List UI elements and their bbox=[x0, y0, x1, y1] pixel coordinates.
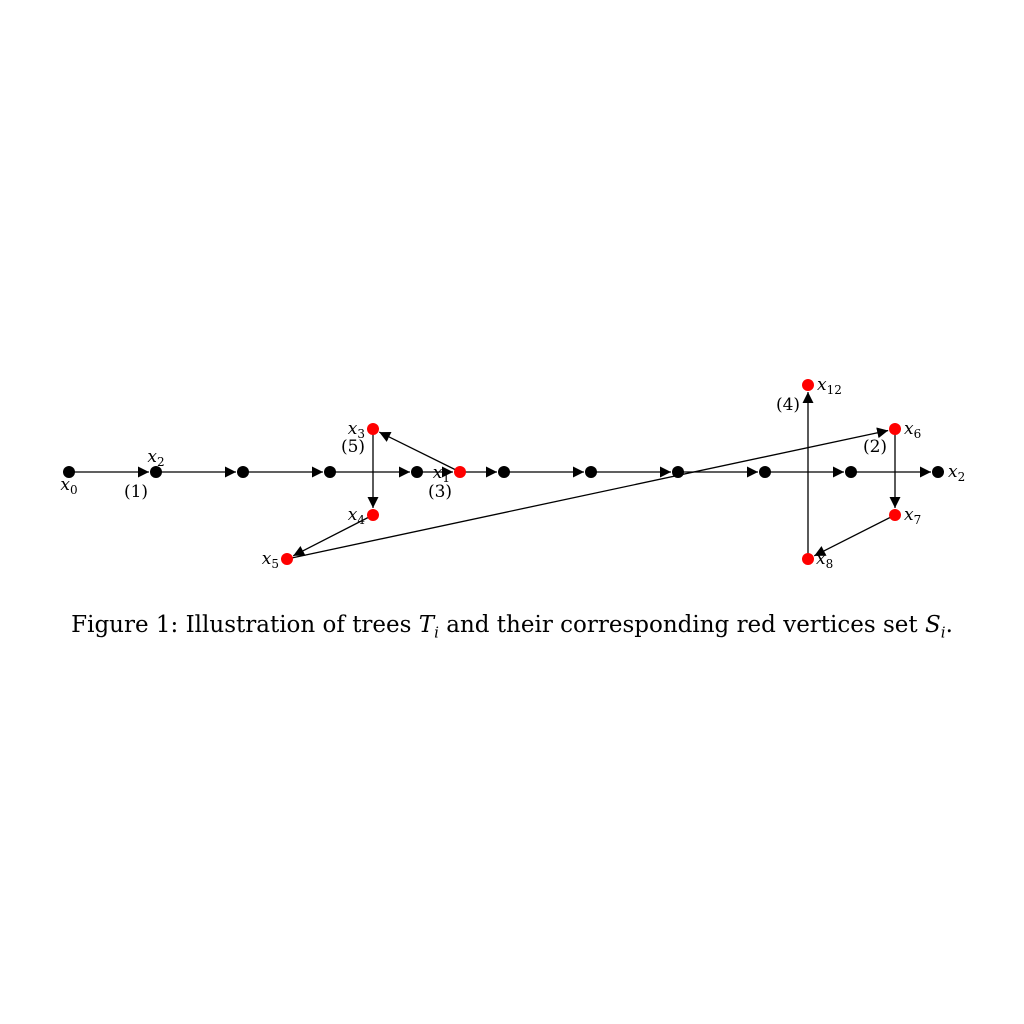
vertex-label-symbol: x bbox=[262, 549, 272, 569]
vertex-label-x4: x4 bbox=[348, 505, 366, 527]
vertex-label-symbol: x bbox=[817, 375, 827, 395]
vertex-label-r1: x1 bbox=[433, 463, 450, 485]
edge-x5-x6 bbox=[286, 427, 889, 560]
vertex-label-symbol: x bbox=[816, 549, 826, 569]
figure-caption: Figure 1: Illustration of trees Ti and t… bbox=[0, 612, 1024, 642]
vertex-label-subscript: 1 bbox=[442, 471, 450, 485]
black-vertex-b5 bbox=[498, 466, 510, 478]
vertex-label-subscript: 12 bbox=[827, 383, 842, 397]
red-vertex-x12 bbox=[802, 379, 814, 391]
caption-set-subscript: i bbox=[940, 623, 946, 642]
vertex-label-subscript: 6 bbox=[914, 427, 922, 441]
edge-step-label: (1) bbox=[124, 482, 148, 502]
vertex-label-symbol: x bbox=[948, 462, 958, 482]
vertex-label-b1: x2 bbox=[147, 447, 164, 469]
black-vertex-b9 bbox=[845, 466, 857, 478]
black-vertex-b7 bbox=[672, 466, 684, 478]
vertex-label-symbol: x bbox=[433, 463, 443, 483]
vertex-label-symbol: x bbox=[904, 419, 914, 439]
edge-step-label: (3) bbox=[428, 482, 452, 502]
edge-step-label: (5) bbox=[341, 437, 365, 457]
vertex-label-subscript: 4 bbox=[357, 513, 365, 527]
caption-tree-subscript: i bbox=[434, 623, 439, 642]
black-vertex-b10 bbox=[932, 466, 944, 478]
vertex-label-symbol: x bbox=[60, 475, 70, 495]
red-vertex-x7 bbox=[889, 509, 901, 521]
vertex-label-x3: x3 bbox=[348, 419, 365, 441]
vertex-label-x7: x7 bbox=[904, 505, 921, 527]
black-vertex-x0 bbox=[63, 466, 75, 478]
vertex-label-symbol: x bbox=[348, 505, 358, 525]
vertex-label-x8: x8 bbox=[816, 549, 833, 571]
black-vertex-b1 bbox=[150, 466, 162, 478]
vertex-label-subscript: 2 bbox=[958, 470, 966, 484]
red-vertex-x8 bbox=[802, 553, 814, 565]
vertex-label-subscript: 8 bbox=[826, 557, 834, 571]
caption-suffix: . bbox=[945, 612, 953, 638]
red-vertex-x3 bbox=[367, 423, 379, 435]
vertex-label-symbol: x bbox=[147, 447, 157, 467]
black-vertex-b3 bbox=[324, 466, 336, 478]
vertex-label-b10: x2 bbox=[948, 462, 965, 484]
edge-x7-x8 bbox=[813, 514, 896, 557]
caption-middle: and their corresponding red vertices set bbox=[438, 612, 925, 638]
red-vertex-x5 bbox=[281, 553, 293, 565]
vertex-label-x0: x0 bbox=[60, 475, 77, 497]
black-vertex-b6 bbox=[585, 466, 597, 478]
red-vertex-x6 bbox=[889, 423, 901, 435]
edge-step-label: (4) bbox=[776, 395, 800, 415]
black-vertex-b4 bbox=[411, 466, 423, 478]
vertex-label-symbol: x bbox=[348, 419, 358, 439]
caption-tree-symbol: T bbox=[418, 612, 435, 638]
vertex-label-subscript: 7 bbox=[914, 513, 922, 527]
edge-step-label: (2) bbox=[863, 437, 887, 457]
vertex-label-x6: x6 bbox=[904, 419, 921, 441]
edge-r1-x3 bbox=[378, 431, 461, 473]
caption-prefix: Figure 1: Illustration of trees bbox=[71, 612, 419, 638]
vertex-label-symbol: x bbox=[904, 505, 914, 525]
vertex-label-subscript: 3 bbox=[357, 427, 365, 441]
caption-set-symbol: S bbox=[924, 612, 941, 638]
red-vertex-r1 bbox=[454, 466, 466, 478]
vertex-label-x12: x12 bbox=[817, 375, 842, 397]
black-vertex-b8 bbox=[759, 466, 771, 478]
edge-x4-x5 bbox=[292, 514, 374, 557]
vertex-label-subscript: 0 bbox=[70, 483, 78, 497]
vertex-label-subscript: 5 bbox=[271, 557, 279, 571]
black-vertex-b2 bbox=[237, 466, 249, 478]
red-vertex-x4 bbox=[367, 509, 379, 521]
vertex-label-subscript: 2 bbox=[157, 455, 165, 469]
vertex-label-x5: x5 bbox=[262, 549, 279, 571]
